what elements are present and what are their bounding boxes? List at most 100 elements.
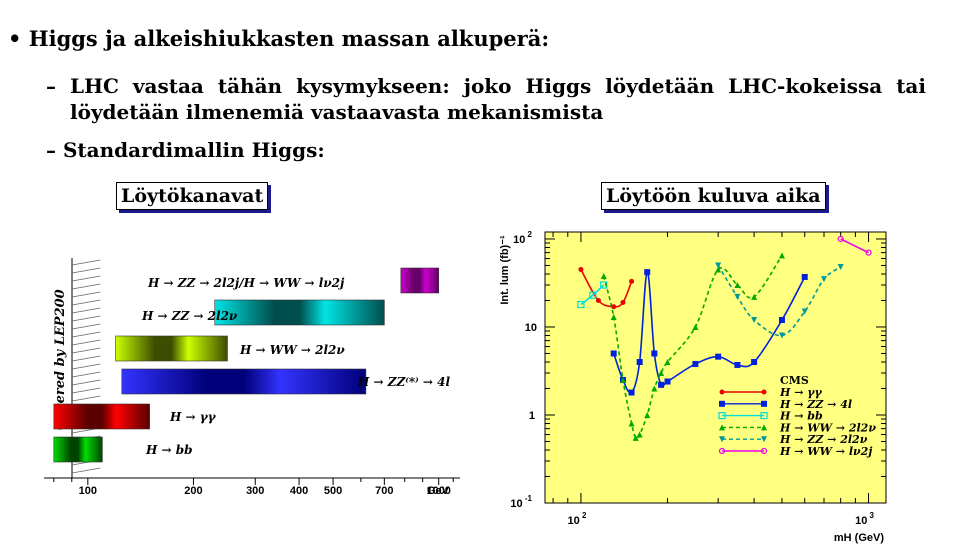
bullet-text: Higgs ja alkeishiukkasten massan alkuper…: [28, 26, 550, 51]
data-point: [658, 369, 665, 376]
lep-hatch-line: [71, 395, 101, 402]
series-layer: [577, 235, 872, 441]
channel-bar: [121, 368, 367, 395]
lep-hatch-line: [71, 259, 101, 266]
data-point: [578, 266, 584, 272]
x-tick-label: 500: [324, 485, 342, 497]
data-point: [761, 424, 767, 431]
data-point: [761, 436, 767, 443]
data-point: [600, 272, 607, 279]
data-point: [778, 317, 785, 324]
data-point: [760, 412, 768, 420]
data-point: [719, 436, 725, 443]
data-point: [715, 266, 722, 273]
channel-bar: [214, 299, 385, 326]
x-tick-label: 200: [184, 485, 202, 497]
data-point: [719, 389, 725, 395]
data-point: [734, 281, 741, 288]
x-axis-title: mH (GeV): [834, 532, 884, 544]
left-panel-title: Löytökanavat: [116, 182, 269, 210]
data-point: [734, 293, 741, 300]
data-point: [664, 378, 671, 385]
data-point: [761, 400, 767, 407]
data-point: [837, 235, 844, 243]
x-tick-label: 100: [79, 485, 97, 497]
data-point: [751, 293, 758, 300]
sub-bullet-1-text: LHC vastaa tähän kysymykseen: joko Higgs…: [70, 74, 926, 124]
lep-hatch-line: [71, 363, 101, 370]
data-point: [715, 353, 722, 360]
legend-label: H → WW → lν2j: [779, 445, 872, 458]
dash-marker: –: [46, 138, 56, 162]
lep-hatch-line: [71, 275, 101, 282]
data-point: [751, 359, 758, 366]
data-point: [837, 264, 844, 271]
lep-hatch-line: [71, 339, 101, 346]
data-point: [636, 359, 643, 366]
channel-bar: [400, 267, 440, 294]
x-tick-label: 10 2: [567, 511, 586, 527]
data-point: [751, 317, 758, 324]
x-unit-label: GeV: [427, 485, 450, 497]
lep-hatch-line: [71, 299, 101, 306]
data-point: [628, 389, 635, 396]
y-tick-label: 1: [529, 410, 535, 422]
y-tick-label: 10 -1: [510, 494, 532, 510]
data-point: [865, 249, 872, 256]
data-point: [718, 412, 726, 420]
data-point: [636, 431, 643, 438]
legend-title: CMS: [780, 374, 809, 387]
data-point: [692, 360, 699, 367]
channel-label: H → WW → 2l2ν: [239, 343, 345, 357]
data-point: [715, 262, 722, 269]
data-point: [595, 297, 601, 303]
channel-label: H → bb: [145, 443, 193, 457]
lep-hatch-line: [71, 379, 101, 386]
channel-label: H → ZZ → 2l2ν: [141, 309, 238, 323]
data-point: [761, 389, 767, 395]
y-tick-label: 10 2: [513, 230, 532, 246]
sub-bullet-1: – LHC vastaa tähän kysymykseen: joko Hig…: [46, 73, 926, 125]
data-point: [610, 313, 617, 320]
bullet-marker: •: [8, 26, 22, 51]
data-point: [760, 447, 768, 455]
data-point: [719, 424, 725, 431]
sub-bullet-2-text: Standardimallin Higgs:: [62, 138, 325, 162]
bullet-line: • Higgs ja alkeishiukkasten massan alkup…: [8, 26, 549, 51]
data-point: [611, 304, 617, 310]
lep-hatch-line: [71, 387, 101, 394]
data-point: [778, 252, 785, 259]
data-point: [820, 276, 827, 283]
data-point: [619, 376, 626, 383]
y-axis-title: Int. lum (fb)⁻¹: [499, 235, 511, 305]
lep-hatch-line: [71, 315, 101, 322]
lep-hatch-line: [71, 291, 101, 298]
data-point: [801, 273, 808, 280]
data-point: [692, 323, 699, 330]
x-tick-label: 300: [246, 485, 264, 497]
side-label: Covered by LEP200: [53, 289, 68, 430]
lep-hatch-line: [71, 331, 101, 338]
data-point: [589, 291, 597, 299]
legend-label: H → bb: [779, 410, 823, 423]
x-tick-label: 10 3: [855, 511, 874, 527]
right-panel-title: Löytöön kuluva aika: [601, 182, 826, 210]
lep-hatch-line: [71, 323, 101, 330]
lep-hatch-line: [71, 347, 101, 354]
lep-hatch-line: [71, 307, 101, 314]
data-point: [644, 269, 651, 276]
data-point: [778, 332, 785, 339]
lep-hatch-line: [71, 467, 101, 474]
x-tick-label: 700: [375, 485, 393, 497]
data-point: [632, 434, 639, 441]
discovery-channels-chart: Covered by LEP200 100 200 300 400 500 700 1000G…: [44, 258, 460, 497]
data-point: [658, 381, 665, 388]
data-point: [651, 350, 658, 357]
channel-bar: [53, 436, 103, 463]
data-point: [644, 411, 651, 418]
lep-hatch-line: [71, 371, 101, 378]
data-point: [628, 420, 635, 427]
channel-bar: [53, 403, 150, 430]
channel-label: H → ZZ⁽*⁾ → 4l: [357, 375, 450, 389]
